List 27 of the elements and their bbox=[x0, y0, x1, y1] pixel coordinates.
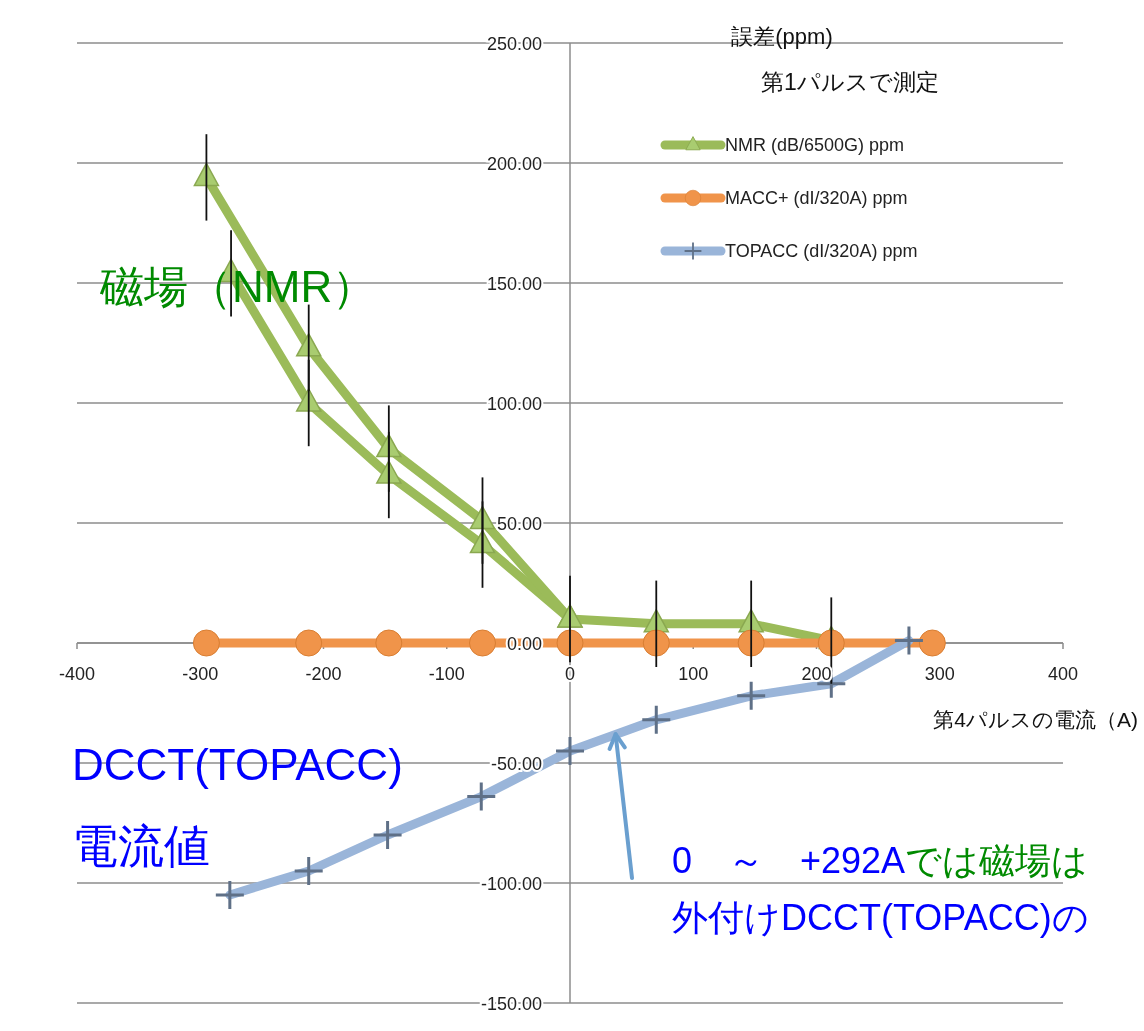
annotation: DCCT(TOPACC) bbox=[72, 740, 403, 789]
annotation: では磁場は bbox=[905, 840, 1089, 881]
annotation: 電流値 bbox=[72, 820, 210, 872]
y-axis-title: 誤差(ppm) bbox=[731, 24, 833, 49]
legend-label: MACC+ (dI/320A) ppm bbox=[725, 188, 908, 208]
x-tick-label: 0 bbox=[565, 664, 575, 684]
x-tick-label: -100 bbox=[428, 664, 465, 684]
y-tick-label: 250.00 bbox=[486, 34, 542, 54]
legend-title: 第1パルスで測定 bbox=[761, 69, 939, 95]
x-tick-label: -200 bbox=[305, 664, 342, 684]
y-tick-label: 200.00 bbox=[486, 154, 542, 174]
y-tick-label: 150.00 bbox=[486, 274, 542, 294]
x-tick-label: 100 bbox=[678, 664, 709, 684]
annotation: 外付けDCCT(TOPACC)の bbox=[672, 897, 1089, 938]
legend-label: TOPACC (dI/320A) ppm bbox=[725, 241, 918, 261]
x-axis-title: 第4パルスの電流（A) bbox=[933, 708, 1138, 731]
y-tick-label: -100.00 bbox=[480, 874, 542, 894]
x-tick-label: 400 bbox=[1048, 664, 1078, 684]
y-tick-label: -150.00 bbox=[480, 994, 542, 1014]
annotation: 0 ～ +292A bbox=[672, 840, 906, 881]
x-tick-label: 300 bbox=[924, 664, 955, 684]
x-tick-label: -300 bbox=[182, 664, 219, 684]
y-tick-label: -50.00 bbox=[490, 754, 542, 774]
x-tick-label: -400 bbox=[59, 664, 95, 684]
legend-label: NMR (dB/6500G) ppm bbox=[725, 135, 905, 155]
y-tick-label: 50.00 bbox=[496, 514, 542, 534]
y-tick-label: 100.00 bbox=[486, 394, 542, 414]
